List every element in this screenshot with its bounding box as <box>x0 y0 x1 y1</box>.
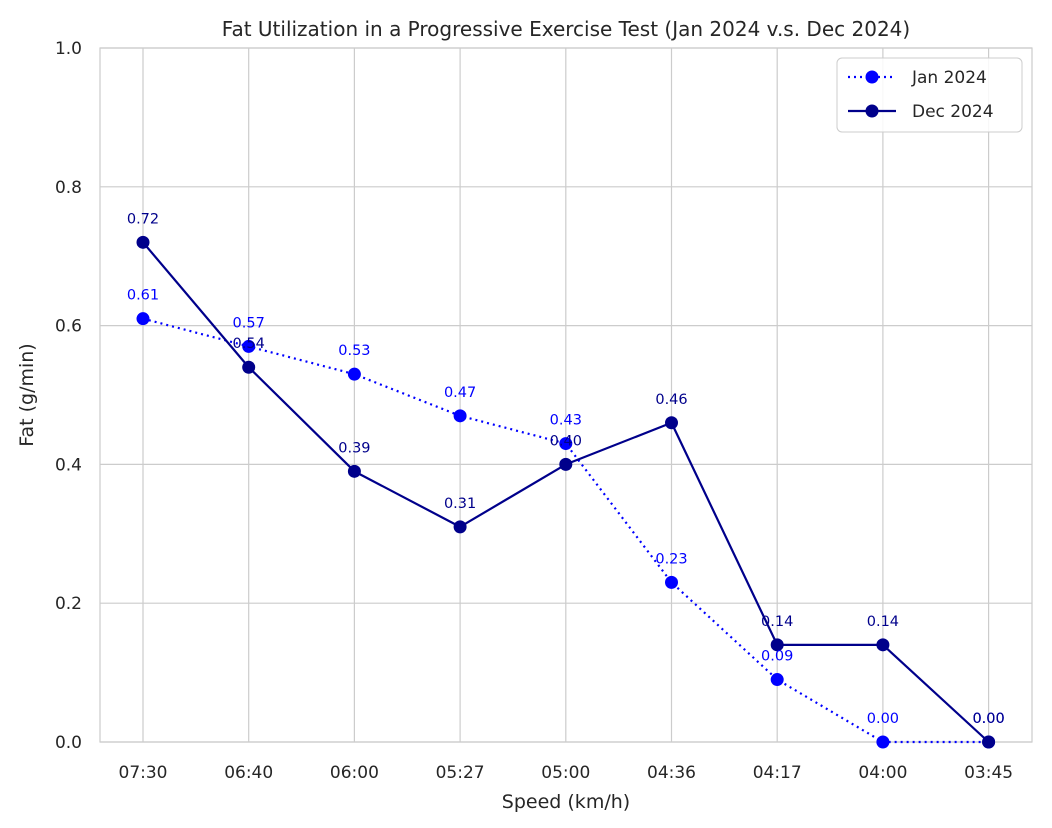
data-label-dec-2024: 0.14 <box>761 614 793 630</box>
series <box>136 235 996 749</box>
y-tick-label: 0.4 <box>55 455 82 475</box>
data-label-dec-2024: 0.14 <box>867 614 899 630</box>
data-point-dec-2024 <box>770 638 784 652</box>
data-point-dec-2024 <box>242 360 256 374</box>
data-point-dec-2024 <box>347 464 361 478</box>
legend: Jan 2024 Dec 2024 <box>836 57 1023 133</box>
data-point-jan-2024 <box>136 312 150 326</box>
data-point-jan-2024 <box>770 673 784 687</box>
data-point-jan-2024 <box>347 367 361 381</box>
legend-label-jan-2024: Jan 2024 <box>911 68 987 88</box>
x-tick-label: 05:00 <box>541 763 590 783</box>
legend-box <box>836 57 1023 133</box>
data-point-jan-2024 <box>876 735 890 749</box>
y-tick-label: 0.8 <box>55 178 82 198</box>
y-tick-label: 0.2 <box>55 594 82 614</box>
data-label-dec-2024: 0.40 <box>550 433 582 449</box>
x-tick-label: 06:00 <box>330 763 379 783</box>
data-point-dec-2024 <box>136 235 150 249</box>
data-point-jan-2024 <box>665 575 678 589</box>
data-point-jan-2024 <box>559 437 573 451</box>
data-label-jan-2024: 0.00 <box>972 711 1004 727</box>
grid <box>100 47 1032 743</box>
data-label-jan-2024: 0.61 <box>127 288 159 304</box>
x-axis-ticks: 07:30 06:40 06:00 05:27 05:00 04:36 04:17 04:00… <box>119 763 1014 783</box>
data-label-dec-2024: 0.54 <box>233 336 265 352</box>
data-label-dec-2024: 0.00 <box>972 711 1004 727</box>
data-label-jan-2024: 0.47 <box>444 385 476 401</box>
plot-frame <box>99 47 1033 743</box>
y-tick-label: 0.6 <box>55 317 82 337</box>
x-tick-label: 06:40 <box>224 763 273 783</box>
legend-marker-jan-2024 <box>865 70 879 84</box>
y-axis-label: Fat (g/min) <box>16 343 38 446</box>
data-label-dec-2024: 0.46 <box>655 392 687 408</box>
data-label-jan-2024: 0.23 <box>655 551 687 567</box>
legend-marker-dec-2024 <box>865 104 879 118</box>
x-tick-label: 04:36 <box>647 763 696 783</box>
y-tick-label: 0.0 <box>55 733 82 753</box>
data-label-dec-2024: 0.31 <box>444 496 476 512</box>
series-line-jan-2024 <box>142 317 989 744</box>
chart-title: Fat Utilization in a Progressive Exercis… <box>222 17 910 41</box>
data-label-dec-2024: 0.72 <box>127 211 159 227</box>
data-label-dec-2024: 0.39 <box>338 440 370 456</box>
data-point-dec-2024 <box>876 638 890 652</box>
data-labels: 0.61 0.57 0.53 0.47 0.43 0.23 0.09 0.00 0.00 0.72… <box>127 211 1005 727</box>
data-point-dec-2024 <box>665 416 678 430</box>
data-point-jan-2024 <box>242 339 256 353</box>
data-label-jan-2024: 0.00 <box>867 711 899 727</box>
data-label-jan-2024: 0.57 <box>233 315 265 331</box>
x-tick-label: 07:30 <box>119 763 168 783</box>
data-point-dec-2024 <box>453 520 467 534</box>
y-axis-ticks: 0.0 0.2 0.4 0.6 0.8 1.0 <box>55 39 82 753</box>
data-point-jan-2024 <box>453 409 467 423</box>
x-tick-label: 04:00 <box>858 763 907 783</box>
data-label-jan-2024: 0.53 <box>338 343 370 359</box>
y-tick-label: 1.0 <box>55 39 82 59</box>
data-point-dec-2024 <box>559 457 573 471</box>
x-tick-label: 04:17 <box>753 763 802 783</box>
x-tick-label: 03:45 <box>964 763 1013 783</box>
x-tick-label: 05:27 <box>436 763 485 783</box>
data-point-dec-2024 <box>982 735 996 749</box>
data-label-jan-2024: 0.09 <box>761 649 793 665</box>
data-label-jan-2024: 0.43 <box>550 413 582 429</box>
legend-label-dec-2024: Dec 2024 <box>912 102 994 122</box>
x-axis-label: Speed (km/h) <box>502 791 630 813</box>
